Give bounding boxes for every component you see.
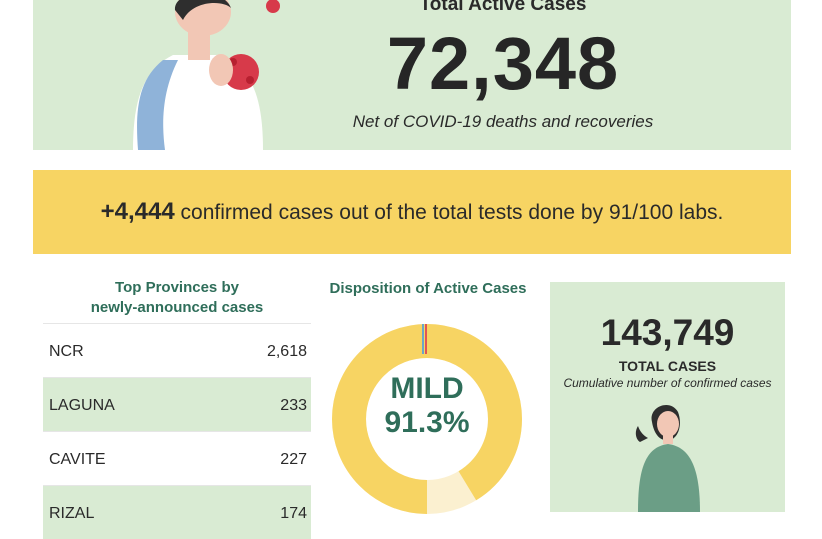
- provinces-title-line1: Top Provinces by: [115, 279, 239, 296]
- table-row: LAGUNA 233: [43, 377, 311, 431]
- active-cases-number: 72,348: [386, 22, 620, 105]
- total-cases-number: 143,749: [600, 312, 735, 353]
- provinces-title-line2: newly-announced cases: [90, 299, 264, 316]
- total-cases-label: TOTAL CASES: [618, 358, 717, 374]
- donut-label: MILD 91.3%: [345, 372, 509, 440]
- coughing-woman-illustration: [133, 0, 280, 150]
- total-cases-note: Cumulative number of confirmed cases: [563, 376, 772, 390]
- new-cases-count: +4,444: [100, 198, 175, 225]
- province-name: LAGUNA: [49, 397, 115, 414]
- banner-description: confirmed cases out of the total tests d…: [180, 201, 724, 224]
- provinces-title: Top Provinces by newly-announced cases: [43, 278, 311, 318]
- banner-text: +4,444 confirmed cases out of the total …: [33, 198, 791, 226]
- province-value: 233: [280, 397, 307, 414]
- hero-note: Net of COVID-19 deaths and recoveries: [352, 112, 654, 131]
- donut-value: 91.3%: [384, 406, 470, 439]
- active-cases-panel: Total Active Cases 72,348 Net of COVID-1…: [33, 0, 791, 150]
- disposition-title: Disposition of Active Cases: [329, 280, 527, 297]
- province-name: NCR: [49, 343, 84, 360]
- hero-title: Total Active Cases: [419, 0, 587, 15]
- province-value: 227: [280, 451, 307, 468]
- province-value: 174: [280, 505, 307, 522]
- provinces-table: NCR 2,618 LAGUNA 233 CAVITE 227 RIZAL 17…: [43, 323, 311, 539]
- total-cases-card: 143,749 TOTAL CASES Cumulative number of…: [550, 282, 785, 512]
- donut-severe-sliver: [422, 324, 424, 354]
- province-value: 2,618: [266, 343, 307, 360]
- donut-category: MILD: [390, 372, 464, 405]
- new-cases-banner: +4,444 confirmed cases out of the total …: [33, 170, 791, 254]
- province-name: CAVITE: [49, 451, 106, 468]
- standing-woman-illustration: [635, 405, 700, 512]
- donut-critical-sliver: [425, 324, 427, 354]
- table-row: RIZAL 174: [43, 485, 311, 539]
- disposition-donut-chart: [332, 324, 522, 514]
- table-row: NCR 2,618: [43, 323, 311, 377]
- province-name: RIZAL: [49, 505, 95, 522]
- table-row: CAVITE 227: [43, 431, 311, 485]
